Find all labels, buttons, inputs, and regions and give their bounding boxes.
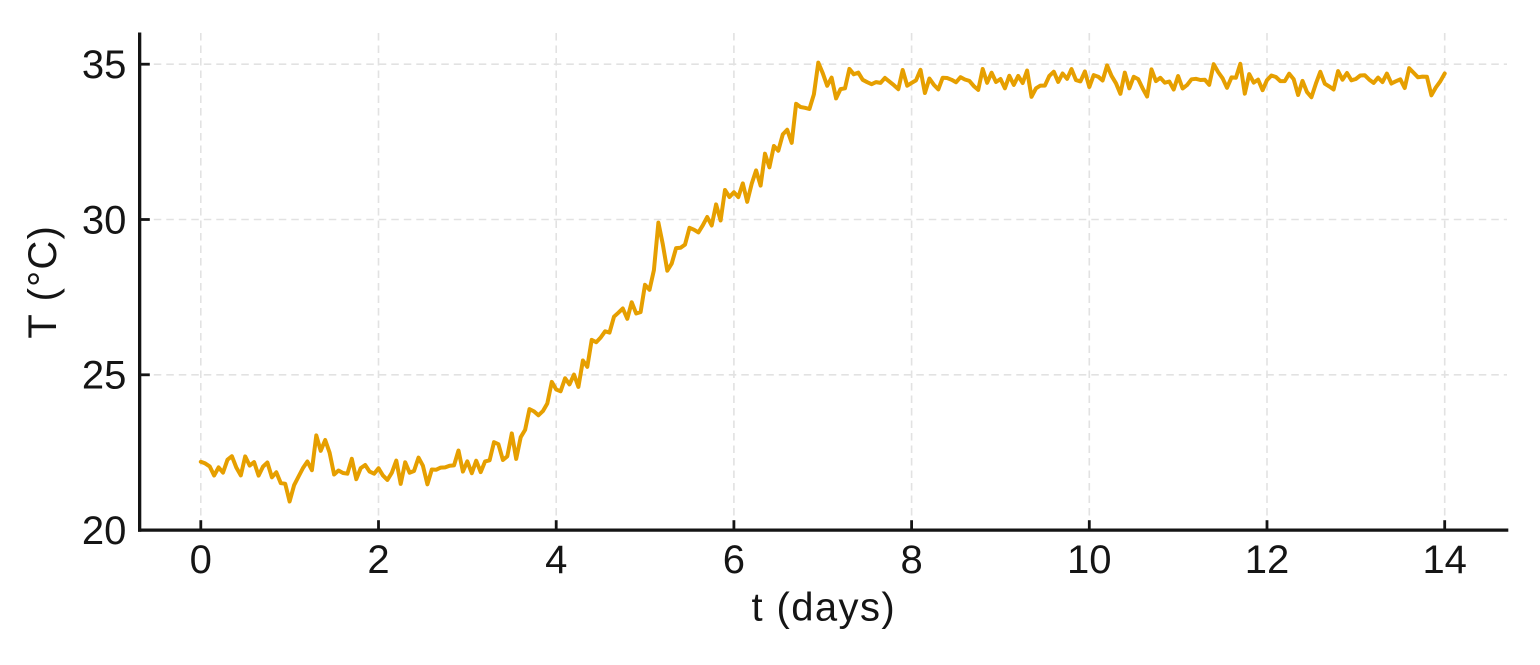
- svg-text:T (°C): T (°C): [21, 225, 65, 339]
- svg-text:25: 25: [82, 354, 127, 398]
- svg-text:6: 6: [723, 538, 745, 582]
- svg-text:35: 35: [82, 43, 127, 87]
- svg-text:4: 4: [545, 538, 567, 582]
- svg-text:10: 10: [1067, 538, 1112, 582]
- svg-text:30: 30: [82, 198, 127, 242]
- svg-text:14: 14: [1422, 538, 1467, 582]
- svg-text:8: 8: [900, 538, 922, 582]
- svg-text:2: 2: [367, 538, 389, 582]
- svg-text:12: 12: [1245, 538, 1290, 582]
- svg-text:20: 20: [82, 509, 127, 553]
- svg-text:0: 0: [190, 538, 212, 582]
- svg-text:t (days): t (days): [752, 585, 897, 629]
